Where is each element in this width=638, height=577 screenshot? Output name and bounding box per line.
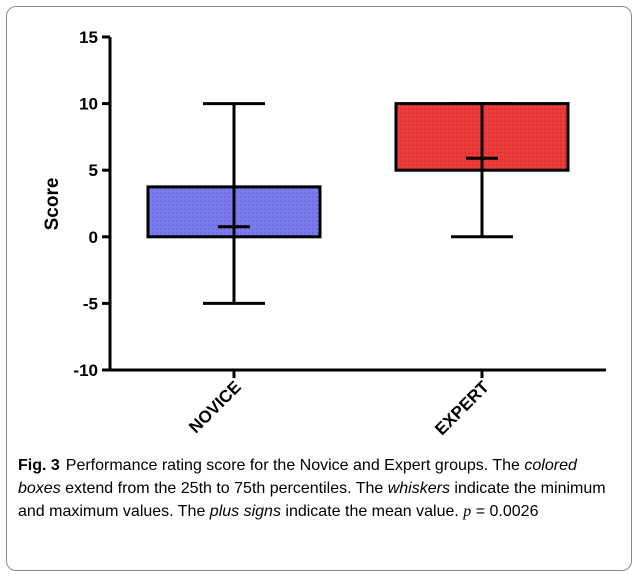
box-group (394, 102, 570, 239)
p-symbol: p (463, 503, 472, 520)
figure-label: Fig. 3 (18, 457, 60, 474)
caption-segment: indicate the minimum and maximum values.… (18, 480, 606, 520)
y-axis-title: Score (42, 178, 63, 231)
caption-segment: colored boxes (18, 457, 577, 497)
caption-segment: plus signs (209, 503, 281, 520)
y-tick-label: -10 (73, 361, 98, 380)
y-tick-label: 5 (89, 161, 98, 180)
caption-segment: Performance rating score for the Novice … (65, 457, 525, 474)
y-tick-label: 0 (89, 228, 98, 247)
y-tick-label: 10 (79, 95, 98, 114)
caption-segment: indicate the mean value. (280, 503, 464, 520)
p-value: = 0.0026 (471, 503, 539, 520)
y-tick-label: 15 (79, 28, 98, 47)
caption-segment: whiskers (387, 480, 450, 497)
caption-text: Performance rating score for the Novice … (18, 457, 606, 520)
box-group (146, 102, 322, 305)
caption-segment: extend from the 25th to 75th percentiles… (60, 480, 388, 497)
y-tick-label: -5 (83, 294, 98, 313)
x-tick-label: NOVICE (185, 377, 245, 437)
x-tick-label: EXPERT (431, 377, 493, 439)
figure-caption: Fig. 3 Performance rating score for the N… (18, 454, 614, 523)
